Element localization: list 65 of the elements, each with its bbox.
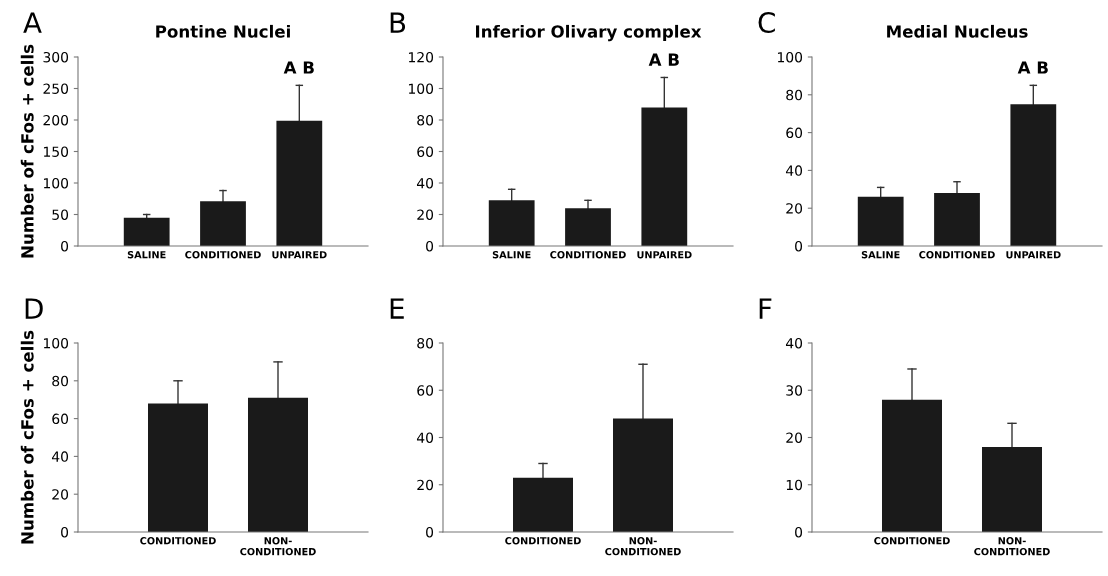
x-tick-label: CONDITIONED xyxy=(874,537,950,545)
y-tick-label: 0 xyxy=(61,526,69,538)
y-tick-label: 0 xyxy=(795,526,803,538)
x-tick-label: UNPAIRED xyxy=(637,251,692,259)
x-tick-label: NON- CONDITIONED xyxy=(240,537,316,556)
y-tick-label: 0 xyxy=(61,240,69,252)
y-tick-label: 40 xyxy=(416,177,434,189)
x-tick-label: CONDITIONED xyxy=(505,537,581,545)
y-tick-label: 60 xyxy=(417,146,434,157)
y-tick-label: 40 xyxy=(416,432,434,443)
y-tick-label: 150 xyxy=(43,146,69,157)
y-tick-label: 250 xyxy=(43,83,69,94)
y-tick-label: 60 xyxy=(786,127,803,139)
text: E xyxy=(390,298,404,319)
y-tick-label: 10 xyxy=(786,479,803,491)
y-tick-label: 20 xyxy=(786,203,803,214)
y-tick-label: 100 xyxy=(43,337,69,349)
x-tick-label: UNPAIRED xyxy=(1006,251,1061,259)
y-tick-label: 50 xyxy=(52,209,69,220)
y-tick-label: 20 xyxy=(417,479,434,491)
x-tick-label: UNPAIRED xyxy=(272,251,327,259)
text: C xyxy=(758,12,775,34)
x-tick-label: NON- CONDITIONED xyxy=(605,537,681,556)
x-tick-label: SALINE xyxy=(127,251,166,259)
text: A xyxy=(23,12,42,33)
chart-title: Inferior Olivary complex xyxy=(476,24,702,42)
text: F xyxy=(759,298,772,319)
y-tick-label: 80 xyxy=(417,337,434,349)
x-tick-label: CONDITIONED xyxy=(550,251,626,259)
y-tick-label: 60 xyxy=(52,413,69,425)
text: B xyxy=(390,12,406,33)
chart-title: Pontine Nuclei xyxy=(156,24,290,38)
y-axis-title: Number of cFos + cells xyxy=(20,330,34,544)
y-tick-label: 80 xyxy=(52,375,69,387)
y-tick-label: 60 xyxy=(417,385,434,396)
annotation: A B xyxy=(1017,61,1048,74)
y-tick-label: 0 xyxy=(426,240,434,252)
y-tick-label: 20 xyxy=(417,209,434,220)
x-tick-label: SALINE xyxy=(492,251,531,259)
x-tick-label: NON- CONDITIONED xyxy=(974,537,1050,556)
y-tick-label: 20 xyxy=(52,489,69,500)
y-tick-label: 100 xyxy=(43,177,69,189)
y-tick-label: 20 xyxy=(786,432,803,443)
y-axis-title: Number of cFos + cells xyxy=(20,44,34,258)
y-tick-label: 40 xyxy=(785,165,803,176)
y-tick-label: 40 xyxy=(785,337,803,349)
annotation: A B xyxy=(648,53,679,66)
y-tick-label: 100 xyxy=(408,83,434,94)
x-tick-label: CONDITIONED xyxy=(140,537,216,545)
y-tick-label: 300 xyxy=(43,51,69,63)
x-tick-label: SALINE xyxy=(861,251,900,259)
y-tick-label: 80 xyxy=(786,89,803,101)
annotation: A B xyxy=(283,61,314,74)
x-tick-label: CONDITIONED xyxy=(919,251,995,259)
y-tick-label: 30 xyxy=(786,385,803,396)
y-tick-label: 40 xyxy=(51,451,69,462)
y-tick-label: 120 xyxy=(408,51,434,63)
chart-title: Medial Nucleus xyxy=(887,24,1028,38)
x-tick-label: CONDITIONED xyxy=(185,251,261,259)
y-tick-label: 80 xyxy=(417,114,434,126)
text: D xyxy=(25,298,43,319)
y-tick-label: 200 xyxy=(43,114,69,126)
y-tick-label: 100 xyxy=(777,51,803,63)
y-tick-label: 0 xyxy=(795,240,803,252)
y-tick-label: 0 xyxy=(426,526,434,538)
